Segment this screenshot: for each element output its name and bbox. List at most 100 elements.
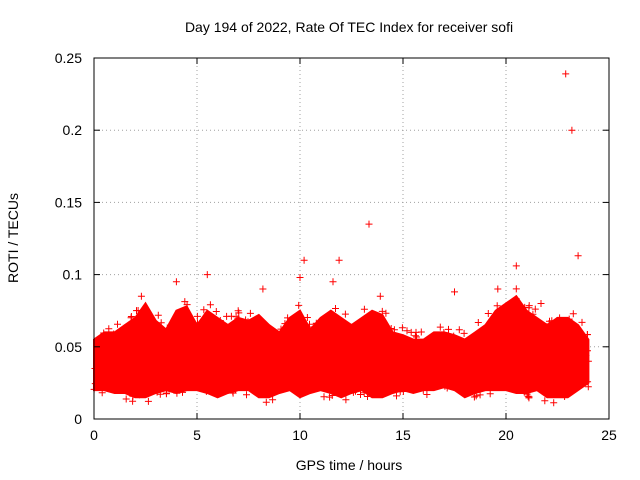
band-point — [570, 349, 578, 357]
band-point — [330, 319, 338, 327]
band-point — [402, 384, 410, 392]
data-point — [98, 379, 106, 387]
y-tick-label: 0.05 — [55, 339, 82, 355]
band-point — [220, 349, 228, 357]
data-point — [580, 350, 588, 358]
band-point — [389, 349, 397, 357]
data-point — [574, 252, 582, 260]
band-point — [256, 387, 264, 395]
band-point — [547, 368, 555, 376]
band-point — [511, 337, 519, 345]
data-point — [296, 274, 304, 281]
band-point — [435, 351, 443, 359]
data-point — [148, 372, 156, 380]
band-point — [326, 310, 333, 318]
data-point — [137, 292, 145, 300]
band-point — [339, 367, 347, 375]
band-point — [278, 377, 285, 385]
band-point — [357, 320, 365, 327]
band-point — [384, 358, 392, 366]
data-point — [193, 328, 201, 336]
data-point — [234, 307, 242, 315]
band-point — [297, 347, 305, 355]
band-point — [104, 378, 112, 386]
band-point — [227, 312, 235, 320]
band-point — [501, 320, 509, 328]
band-point — [584, 383, 592, 391]
y-tick-label: 0.2 — [63, 122, 83, 138]
band-point — [181, 306, 189, 314]
band-point — [357, 391, 364, 398]
band-point — [342, 396, 350, 404]
band-point — [176, 355, 184, 363]
band-point — [229, 343, 237, 351]
band-point — [281, 320, 289, 328]
band-point — [305, 353, 313, 361]
data-point — [317, 321, 325, 329]
band-point — [428, 362, 436, 370]
band-point — [109, 353, 117, 361]
band-point — [348, 357, 356, 365]
band-point — [132, 386, 140, 394]
band-point — [242, 316, 250, 324]
band-point — [512, 295, 520, 303]
data-point — [360, 343, 368, 351]
band-point — [328, 392, 336, 399]
band-point — [110, 330, 118, 338]
data-point — [240, 350, 248, 358]
data-point — [488, 365, 496, 372]
band-point — [548, 317, 556, 325]
band-point — [199, 363, 206, 371]
band-point — [237, 375, 245, 383]
band-point — [508, 302, 516, 310]
band-point — [455, 379, 463, 387]
band-point — [450, 332, 458, 340]
band-point — [222, 324, 230, 332]
band-point — [262, 398, 270, 406]
band-point — [582, 352, 590, 359]
band-point — [344, 341, 352, 349]
band-point — [512, 285, 520, 293]
data-point — [265, 357, 273, 365]
band-point — [401, 345, 409, 353]
band-point — [129, 392, 137, 400]
band-point — [477, 379, 485, 387]
data-point — [142, 350, 149, 358]
band-point — [201, 314, 209, 322]
band-point — [348, 368, 356, 376]
band-point — [169, 323, 177, 331]
band-point — [492, 356, 500, 364]
band-point — [303, 314, 311, 321]
band-point — [200, 306, 208, 314]
band-point — [535, 348, 542, 356]
band-point — [295, 320, 303, 328]
band-point — [408, 359, 416, 367]
band-point — [191, 373, 198, 381]
band-point — [455, 339, 463, 347]
band-point — [423, 365, 431, 373]
band-point — [334, 375, 342, 383]
data-point — [228, 365, 236, 372]
y-tick-label: 0.15 — [55, 194, 82, 210]
x-tick-label: 25 — [601, 427, 617, 443]
band-point — [381, 388, 389, 395]
band-point — [230, 321, 238, 329]
band-point — [157, 319, 165, 327]
band-point — [266, 366, 274, 374]
data-point — [259, 285, 267, 293]
band-point — [549, 390, 557, 398]
data-point — [354, 328, 362, 336]
data-point — [512, 262, 520, 270]
band-point — [269, 396, 277, 404]
band-point — [488, 354, 496, 362]
band-point — [205, 334, 213, 342]
band-point — [266, 390, 274, 398]
data-point — [166, 321, 174, 329]
data-point — [543, 343, 551, 351]
band-point — [116, 375, 124, 383]
band-point — [289, 328, 297, 336]
data-point — [426, 336, 434, 344]
band-point — [100, 329, 108, 337]
band-point — [525, 302, 533, 310]
y-tick-label: 0 — [74, 411, 82, 427]
